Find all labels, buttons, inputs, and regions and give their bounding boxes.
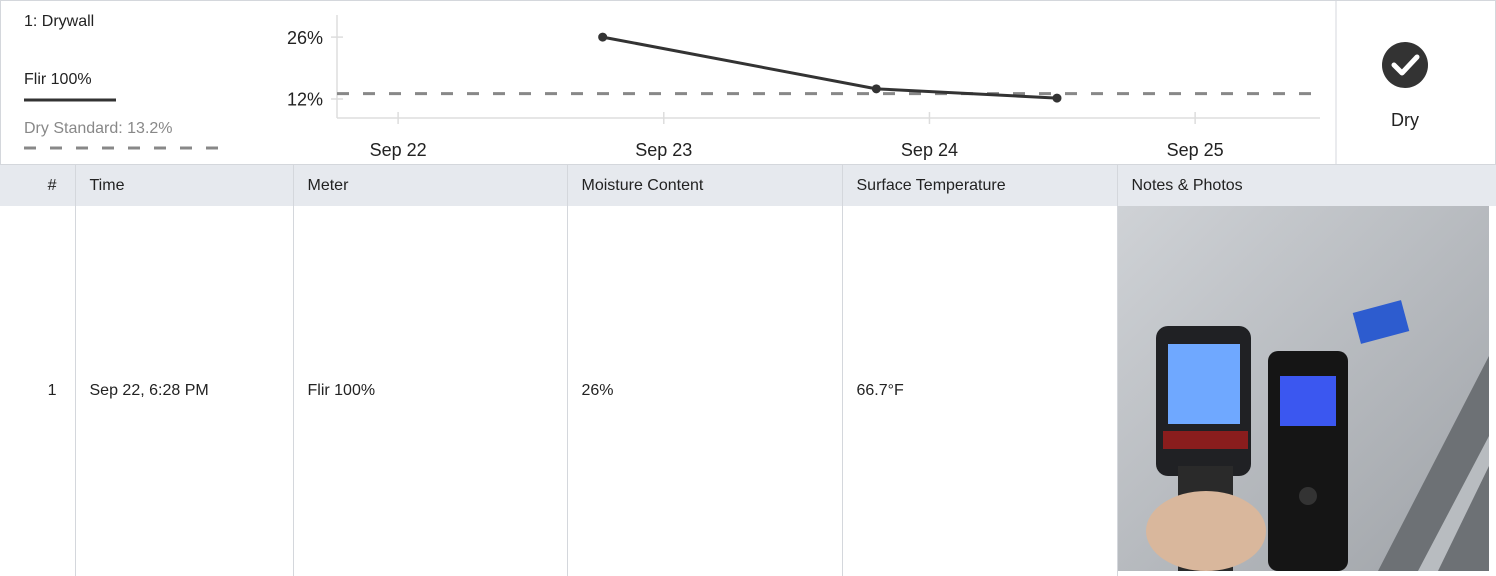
data-point [872, 84, 881, 93]
cell: 1 [0, 206, 75, 576]
readings-table: # Time Meter Moisture Content Surface Te… [0, 165, 1496, 576]
status-icon [1382, 42, 1428, 88]
cell: Sep 22, 6:28 PM [75, 206, 293, 576]
column-header: Meter [293, 165, 567, 206]
cell: 26% [567, 206, 842, 576]
reading-row[interactable]: 1 Sep 22, 6:28 PM Flir 100% 26% 66.7°F [0, 206, 1496, 576]
column-header: Notes & Photos [1117, 165, 1496, 206]
column-header: Time [75, 165, 293, 206]
panel-border [1, 1, 1496, 165]
x-tick-label: Sep 25 [1167, 140, 1224, 160]
legend-label: Dry Standard: 13.2% [24, 120, 173, 137]
photo-cell [1117, 206, 1496, 576]
legend-label: Flir 100% [24, 71, 92, 88]
y-tick-label: 26% [287, 28, 323, 48]
status-label: Dry [1391, 110, 1419, 130]
chart-panel: 1: Drywall Flir 100% Dry Standard: 13.2%… [0, 0, 1496, 165]
data-point [598, 33, 607, 42]
cell: Flir 100% [293, 206, 567, 576]
page: {"chart_data": {"type": "line", "title":… [0, 0, 1496, 571]
data-point [1052, 94, 1061, 103]
cell: 66.7°F [842, 206, 1117, 576]
x-tick-label: Sep 24 [901, 140, 958, 160]
header-row: # Time Meter Moisture Content Surface Te… [0, 165, 1496, 206]
chart-title: 1: Drywall [24, 13, 94, 30]
y-tick-label: 12% [287, 90, 323, 110]
column-header: Moisture Content [567, 165, 842, 206]
photo[interactable] [1118, 206, 1489, 571]
x-tick-label: Sep 22 [370, 140, 427, 160]
x-tick-label: Sep 23 [635, 140, 692, 160]
column-header: Surface Temperature [842, 165, 1117, 206]
column-header: # [0, 165, 75, 206]
